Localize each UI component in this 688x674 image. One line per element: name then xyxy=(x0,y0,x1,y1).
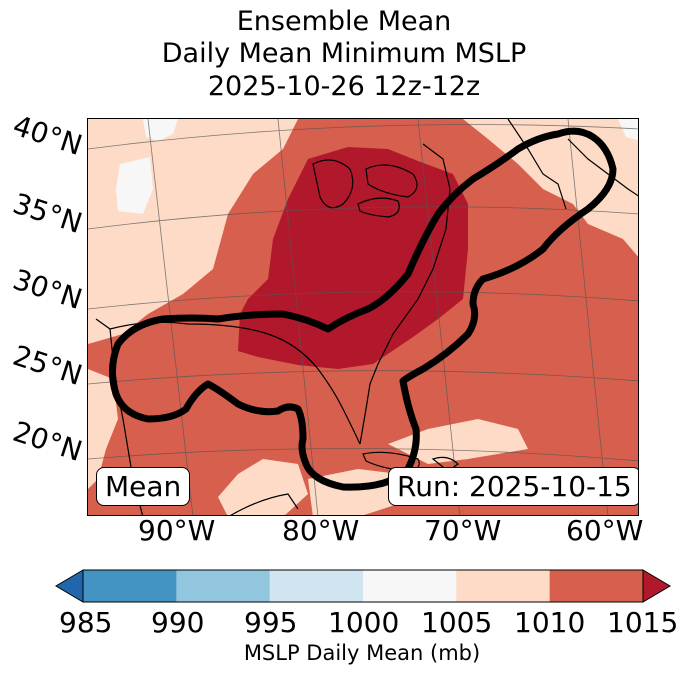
lon-label-60w: 60°W xyxy=(566,514,644,547)
run-date-label: Run: 2025-10-15 xyxy=(388,467,638,506)
mean-label: Mean xyxy=(96,467,191,506)
lon-label-70w: 70°W xyxy=(424,514,502,547)
lon-label-90w: 90°W xyxy=(138,514,216,547)
lat-label-20: 20°N xyxy=(8,414,87,469)
mslp-fill-1005-1010-west-low xyxy=(88,369,118,489)
map-panel: Mean Run: 2025-10-15 xyxy=(87,118,639,516)
colorbar-tick-995: 995 xyxy=(244,606,298,639)
colorbar-segment xyxy=(176,570,271,602)
lat-label-25: 25°N xyxy=(8,338,87,393)
lat-label-35: 35°N xyxy=(8,186,87,241)
title-line-2: Daily Mean Minimum MSLP xyxy=(161,38,527,69)
colorbar-tick-1000: 1000 xyxy=(328,606,400,639)
lat-label-30: 30°N xyxy=(8,262,87,317)
colorbar-extend-low xyxy=(55,569,84,603)
colorbar-border xyxy=(82,569,644,603)
colorbar-tick-1010: 1010 xyxy=(514,606,586,639)
mslp-contour xyxy=(109,127,617,491)
colorbar-segment xyxy=(269,570,364,602)
colorbar xyxy=(55,569,671,603)
colorbar-tick-990: 990 xyxy=(151,606,205,639)
colorbar-segment xyxy=(363,570,457,602)
colorbar-label: MSLP Daily Mean (mb) xyxy=(243,641,481,665)
mslp-fill-1000-1005-1 xyxy=(143,119,178,141)
lat-label-40: 40°N xyxy=(8,108,87,163)
lon-label-80w: 80°W xyxy=(282,514,360,547)
colorbar-segment xyxy=(549,570,644,602)
title-line-3: 2025-10-26 12z-12z xyxy=(207,71,481,102)
mslp-fill-1000-1005-3 xyxy=(618,119,638,141)
map-svg xyxy=(88,119,638,515)
colorbar-tick-1015: 1015 xyxy=(607,606,679,639)
colorbar-segment xyxy=(83,570,177,602)
mslp-fill-1005-1010-south xyxy=(388,419,528,464)
title-line-1: Ensemble Mean xyxy=(236,6,452,37)
colorbar-tick-985: 985 xyxy=(59,606,113,639)
mslp-fill-1000-1005-2 xyxy=(116,157,153,214)
mslp-fill-1005-1010-gulf xyxy=(218,459,308,515)
colorbar-segment xyxy=(456,570,551,602)
colorbar-extend-high xyxy=(642,569,671,603)
colorbar-tick-1005: 1005 xyxy=(421,606,493,639)
